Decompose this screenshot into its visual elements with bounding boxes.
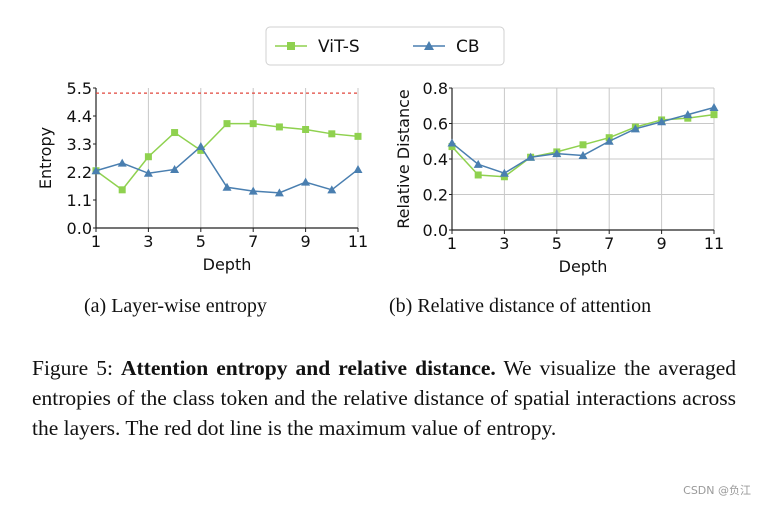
data-point-vit-s bbox=[474, 171, 482, 179]
watermark: CSDN @负江 bbox=[683, 484, 751, 497]
figure-charts: ViT-S CB 1 3 5 7 9 11 0.0 1.1 2.2 3.3 4.4 5.5 Depth E… bbox=[36, 26, 724, 276]
data-point-vit-s bbox=[354, 132, 362, 140]
data-point-vit-s bbox=[710, 111, 718, 119]
legend-cb-marker bbox=[424, 41, 434, 50]
data-point-cb bbox=[499, 168, 509, 177]
data-point-cb bbox=[196, 142, 206, 151]
data-point-vit-s bbox=[328, 130, 336, 138]
data-point-cb bbox=[473, 159, 483, 168]
data-point-cb bbox=[447, 138, 457, 147]
data-point-cb bbox=[526, 152, 536, 161]
x-tick-label: 9 bbox=[301, 232, 311, 251]
x-tick-label: 1 bbox=[447, 234, 457, 253]
y-tick-label: 0.2 bbox=[423, 186, 448, 205]
x-tick-label: 9 bbox=[657, 234, 667, 253]
data-point-cb bbox=[301, 177, 311, 186]
data-point-vit-s bbox=[500, 173, 508, 181]
data-point-cb bbox=[170, 164, 180, 173]
caption-bold: Attention entropy and relative distance. bbox=[120, 356, 496, 380]
data-point-vit-s bbox=[448, 143, 456, 151]
data-point-cb bbox=[327, 185, 337, 194]
data-point-vit-s bbox=[197, 146, 205, 154]
data-point-vit-s bbox=[223, 120, 231, 128]
y-axis-label: Entropy bbox=[36, 127, 55, 189]
x-axis-label: Depth bbox=[203, 255, 252, 274]
caption-label: Figure 5: bbox=[32, 356, 121, 380]
data-point-vit-s bbox=[249, 120, 257, 128]
x-tick-label: 7 bbox=[248, 232, 258, 251]
data-point-vit-s bbox=[171, 129, 179, 137]
data-point-vit-s bbox=[684, 114, 692, 122]
x-tick-label: 11 bbox=[704, 234, 724, 253]
data-point-vit-s bbox=[275, 123, 283, 131]
legend-vits-marker bbox=[287, 42, 295, 50]
x-tick-label: 7 bbox=[604, 234, 614, 253]
x-tick-label: 3 bbox=[499, 234, 509, 253]
figure-caption: Figure 5: Attention entropy and relative… bbox=[32, 353, 736, 443]
y-tick-label: 0.0 bbox=[423, 221, 448, 240]
y-tick-label: 2.2 bbox=[67, 163, 92, 182]
data-point-cb bbox=[709, 103, 719, 112]
x-tick-label: 5 bbox=[552, 234, 562, 253]
relative-distance-chart: 1 3 5 7 9 11 0.0 0.2 0.4 0.6 0.8 Depth Relative Dist… bbox=[394, 79, 724, 276]
series-line-cb bbox=[451, 106, 715, 175]
y-tick-label: 0.4 bbox=[423, 150, 448, 169]
entropy-chart: 1 3 5 7 9 11 0.0 1.1 2.2 3.3 4.4 5.5 Depth Entropy bbox=[36, 79, 368, 274]
legend-cb-label: CB bbox=[456, 37, 480, 57]
data-point-cb bbox=[91, 166, 101, 175]
y-axis-label: Relative Distance bbox=[394, 89, 413, 229]
data-point-vit-s bbox=[118, 186, 126, 194]
y-tick-label: 0.0 bbox=[67, 219, 92, 238]
x-tick-label: 11 bbox=[348, 232, 368, 251]
subcaption-b: (b) Relative distance of attention bbox=[389, 295, 652, 317]
data-point-vit-s bbox=[144, 153, 152, 161]
data-point-cb bbox=[657, 117, 667, 126]
y-tick-label: 1.1 bbox=[67, 191, 92, 210]
data-point-cb bbox=[222, 182, 232, 191]
series-line-vit-s bbox=[95, 122, 359, 191]
legend: ViT-S CB bbox=[265, 26, 505, 66]
y-tick-label: 0.8 bbox=[423, 79, 448, 98]
data-point-cb bbox=[274, 188, 284, 197]
y-tick-label: 4.4 bbox=[67, 107, 92, 126]
y-tick-label: 0.6 bbox=[423, 115, 448, 134]
data-point-vit-s bbox=[302, 125, 310, 133]
data-point-cb bbox=[353, 164, 363, 173]
subcaption-a: (a) Layer-wise entropy bbox=[84, 295, 267, 317]
x-tick-label: 3 bbox=[143, 232, 153, 251]
x-tick-label: 1 bbox=[91, 232, 101, 251]
data-point-vit-s bbox=[579, 141, 587, 149]
data-point-cb bbox=[248, 186, 258, 195]
data-point-cb bbox=[143, 168, 153, 177]
x-axis-label: Depth bbox=[559, 257, 608, 276]
y-tick-label: 5.5 bbox=[67, 79, 92, 98]
data-point-cb bbox=[683, 110, 693, 119]
y-tick-label: 3.3 bbox=[67, 135, 92, 154]
data-point-cb bbox=[578, 150, 588, 159]
x-tick-label: 5 bbox=[196, 232, 206, 251]
legend-frame bbox=[265, 26, 505, 66]
caption-text: We visualize the averaged entropies of t… bbox=[32, 356, 736, 440]
legend-vits-label: ViT-S bbox=[318, 37, 360, 57]
data-point-cb bbox=[117, 158, 127, 167]
data-point-cb bbox=[552, 149, 562, 158]
data-point-cb bbox=[604, 136, 614, 145]
data-point-cb bbox=[630, 124, 640, 133]
